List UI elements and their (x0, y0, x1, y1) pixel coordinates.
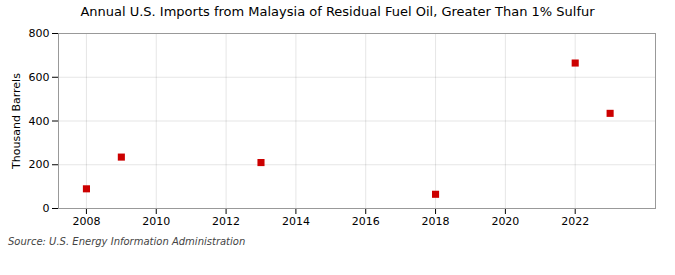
svg-text:0: 0 (43, 202, 50, 215)
html-text:Source: U.S. Energy Informatio: Source: U.S. Energy Information Administ… (8, 236, 246, 247)
svg-text:2010: 2010 (142, 215, 170, 228)
svg-text:400: 400 (29, 115, 50, 128)
svg-text:2014: 2014 (282, 215, 310, 228)
svg-text:Thousand Barrels: Thousand Barrels (10, 73, 23, 170)
svg-text:2016: 2016 (352, 215, 380, 228)
svg-text:2018: 2018 (422, 215, 450, 228)
svg-text:800: 800 (29, 27, 50, 40)
svg-text:200: 200 (29, 158, 50, 171)
svg-text:2022: 2022 (561, 215, 589, 228)
svg-text:2020: 2020 (491, 215, 519, 228)
svg-text:2008: 2008 (72, 215, 100, 228)
svg-text:600: 600 (29, 71, 50, 84)
html-text:Annual U.S. Imports from Malay: Annual U.S. Imports from Malaysia of Res… (80, 4, 595, 19)
svg-text:2012: 2012 (212, 215, 240, 228)
